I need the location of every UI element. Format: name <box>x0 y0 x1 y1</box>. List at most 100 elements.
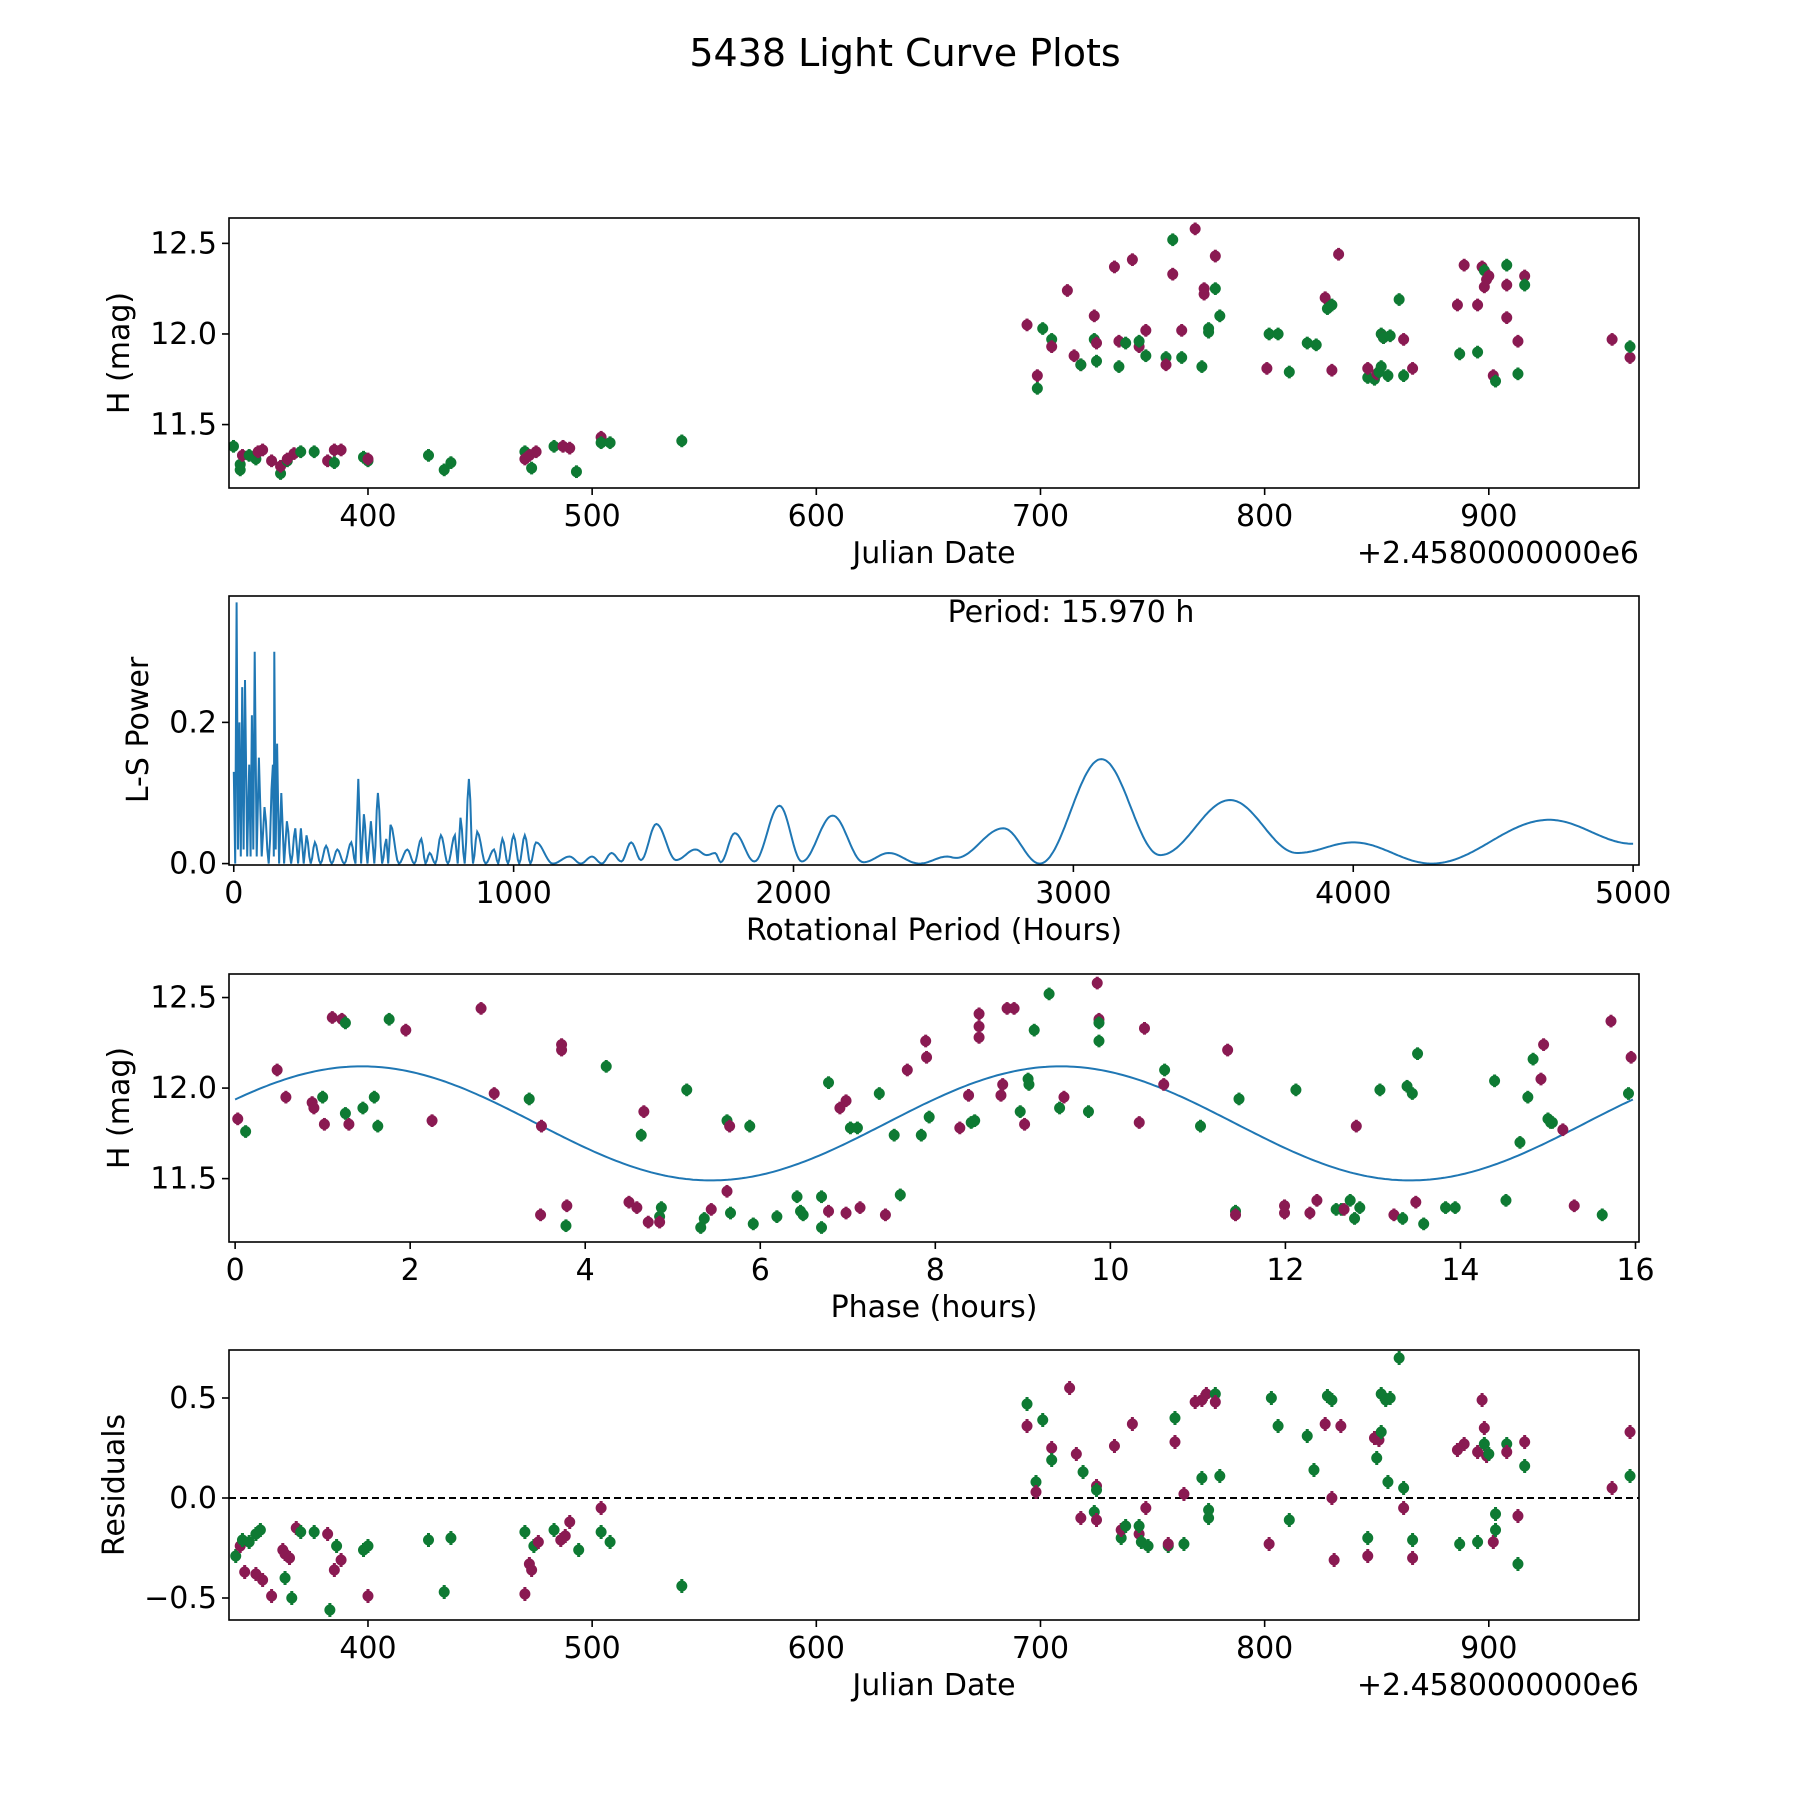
data-point-green <box>1407 1533 1419 1547</box>
marker <box>1209 1388 1221 1400</box>
data-point-green <box>1028 1023 1040 1037</box>
marker <box>308 1102 320 1114</box>
marker <box>1203 323 1215 335</box>
data-point-purple <box>595 1501 607 1515</box>
data-point-purple <box>561 1199 573 1213</box>
marker <box>1382 1476 1394 1488</box>
x-tick-label: 900 <box>1460 499 1517 534</box>
marker <box>1159 1064 1171 1076</box>
data-point-green <box>230 1549 242 1563</box>
marker <box>1490 1524 1502 1536</box>
marker <box>1407 1552 1419 1564</box>
marker <box>1490 1508 1502 1520</box>
marker <box>631 1202 643 1214</box>
marker <box>368 1091 380 1103</box>
data-point-purple <box>1178 1487 1190 1501</box>
marker <box>343 1118 355 1130</box>
data-point-purple <box>362 452 374 466</box>
marker <box>1393 294 1405 306</box>
data-point-purple <box>1070 1447 1082 1461</box>
marker <box>1091 1484 1103 1496</box>
data-point-green <box>1449 1201 1461 1214</box>
marker <box>239 1566 251 1578</box>
marker <box>1140 350 1152 362</box>
data-point-green <box>331 1539 343 1553</box>
data-point-purple <box>973 1020 985 1033</box>
data-point-green <box>519 1525 531 1539</box>
marker <box>834 1102 846 1114</box>
periodogram-panel: Rotational Period (Hours) L-S Power Peri… <box>121 595 1671 948</box>
marker <box>362 453 374 465</box>
data-point-green <box>1283 1513 1295 1527</box>
x-tick-label: 800 <box>1236 1631 1293 1666</box>
data-point-green <box>1133 334 1145 348</box>
data-point-purple <box>1058 1090 1070 1104</box>
data-point-purple <box>1068 349 1080 363</box>
data-point-green <box>655 1201 667 1214</box>
phased-panel: Phase (hours) H (mag) 0 2 4 6 8 10 12 14 16 11.5 1… <box>102 973 1655 1325</box>
marker <box>1375 361 1387 373</box>
marker <box>655 1202 667 1214</box>
marker <box>1483 270 1495 282</box>
data-point-green <box>888 1128 900 1142</box>
marker <box>286 1592 298 1604</box>
data-point-purple <box>1519 1435 1531 1449</box>
marker <box>1326 299 1338 311</box>
data-point-purple <box>1108 1439 1120 1453</box>
period-annotation: Period: 15.970 h <box>948 595 1195 630</box>
marker <box>1501 1438 1513 1450</box>
data-point-green <box>1301 1429 1313 1443</box>
data-point-green <box>279 1571 291 1585</box>
data-point-purple <box>1138 1021 1150 1035</box>
data-point-purple <box>1605 1014 1617 1028</box>
y-tick-label: 12.5 <box>150 981 217 1016</box>
marker <box>1483 1448 1495 1460</box>
data-point-purple <box>1091 336 1103 350</box>
data-point-purple <box>1167 267 1179 281</box>
data-point-green <box>1214 1469 1226 1483</box>
data-point-green <box>873 1087 885 1100</box>
x-tick-label: 700 <box>1012 1631 1069 1666</box>
data-point-purple <box>271 1063 283 1077</box>
x-tick-label: 500 <box>564 1631 621 1666</box>
data-point-purple <box>475 1002 487 1015</box>
marker <box>1023 1078 1035 1090</box>
y-tick-label: 11.5 <box>150 408 217 443</box>
y-tick-label: 12.0 <box>150 317 217 352</box>
data-point-purple <box>266 1589 278 1603</box>
marker <box>638 1106 650 1118</box>
data-point-purple <box>1350 1119 1362 1133</box>
y-tick-label: 0.5 <box>169 1381 217 1416</box>
plot-area <box>232 976 1637 1234</box>
data-point-green <box>570 465 582 479</box>
marker <box>372 1120 384 1132</box>
data-point-purple <box>1476 1393 1488 1407</box>
data-point-green <box>676 434 688 448</box>
x-axis-label: Julian Date <box>850 1668 1015 1703</box>
marker <box>1230 1209 1242 1221</box>
marker <box>1458 1438 1470 1450</box>
marker <box>1093 1035 1105 1047</box>
marker <box>1075 359 1087 371</box>
data-point-green <box>308 1525 320 1539</box>
marker <box>1472 346 1484 358</box>
marker <box>232 1113 244 1125</box>
marker <box>1196 361 1208 373</box>
data-point-green <box>1091 1483 1103 1497</box>
data-point-purple <box>1538 1038 1550 1051</box>
marker <box>1418 1218 1430 1230</box>
data-point-purple <box>834 1101 846 1115</box>
marker <box>548 1524 560 1536</box>
marker <box>954 1122 966 1134</box>
y-tick-label: 0.2 <box>169 705 217 740</box>
data-point-green <box>445 456 457 469</box>
data-point-purple <box>1108 260 1120 274</box>
marker <box>604 437 616 449</box>
x-axis-label: Julian Date <box>850 536 1015 571</box>
data-point-purple <box>1568 1199 1580 1213</box>
marker <box>963 1089 975 1101</box>
data-point-green <box>1326 298 1338 312</box>
data-point-purple <box>1261 362 1273 375</box>
marker <box>1222 1044 1234 1056</box>
marker <box>595 437 607 449</box>
